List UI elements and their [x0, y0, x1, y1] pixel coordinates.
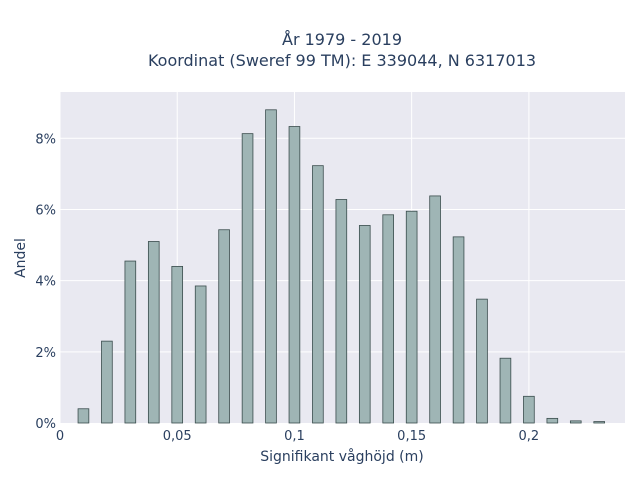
x-tick-label: 0,05: [163, 429, 192, 444]
bar: [265, 109, 277, 424]
chart-title-line-2: Koordinat (Sweref 99 TM): E 339044, N 63…: [148, 51, 536, 70]
bar: [358, 225, 371, 424]
y-axis-title: Andel: [13, 238, 29, 278]
x-axis-title: Signifikant våghöjd (m): [260, 448, 423, 465]
bar: [569, 420, 582, 424]
y-tick-label: 2%: [35, 346, 56, 361]
y-tick-label: 4%: [35, 275, 56, 290]
bar: [194, 285, 207, 424]
bar: [452, 236, 465, 424]
bar: [546, 417, 559, 424]
bar: [499, 357, 512, 424]
chart-title-line-1: År 1979 - 2019: [282, 30, 402, 49]
bar: [429, 195, 441, 424]
y-tick-label: 8%: [35, 132, 56, 147]
x-tick-label: 0,1: [284, 429, 305, 444]
bar: [124, 260, 137, 424]
bar: [476, 298, 488, 424]
bar: [593, 421, 606, 424]
bar: [405, 210, 418, 424]
bar: [241, 133, 254, 424]
bar: [288, 126, 301, 424]
bar: [523, 395, 535, 424]
x-tick-label: 0,15: [397, 429, 426, 444]
y-tick-label: 6%: [35, 203, 56, 218]
bar: [101, 340, 113, 424]
bar: [382, 214, 395, 424]
y-axis-ticks: 0% 2% 4% 6% 8%: [35, 132, 56, 432]
bar: [171, 265, 184, 424]
bar: [218, 229, 230, 424]
bars: [77, 109, 606, 424]
bar: [312, 165, 324, 424]
x-tick-label: 0,2: [519, 429, 540, 444]
bar: [77, 408, 90, 424]
y-tick-label: 0%: [35, 417, 56, 432]
bar: [147, 241, 160, 424]
bar: [335, 199, 348, 424]
x-tick-label: 0: [56, 429, 64, 444]
x-axis-ticks: 0 0,05 0,1 0,15 0,2: [56, 429, 539, 444]
